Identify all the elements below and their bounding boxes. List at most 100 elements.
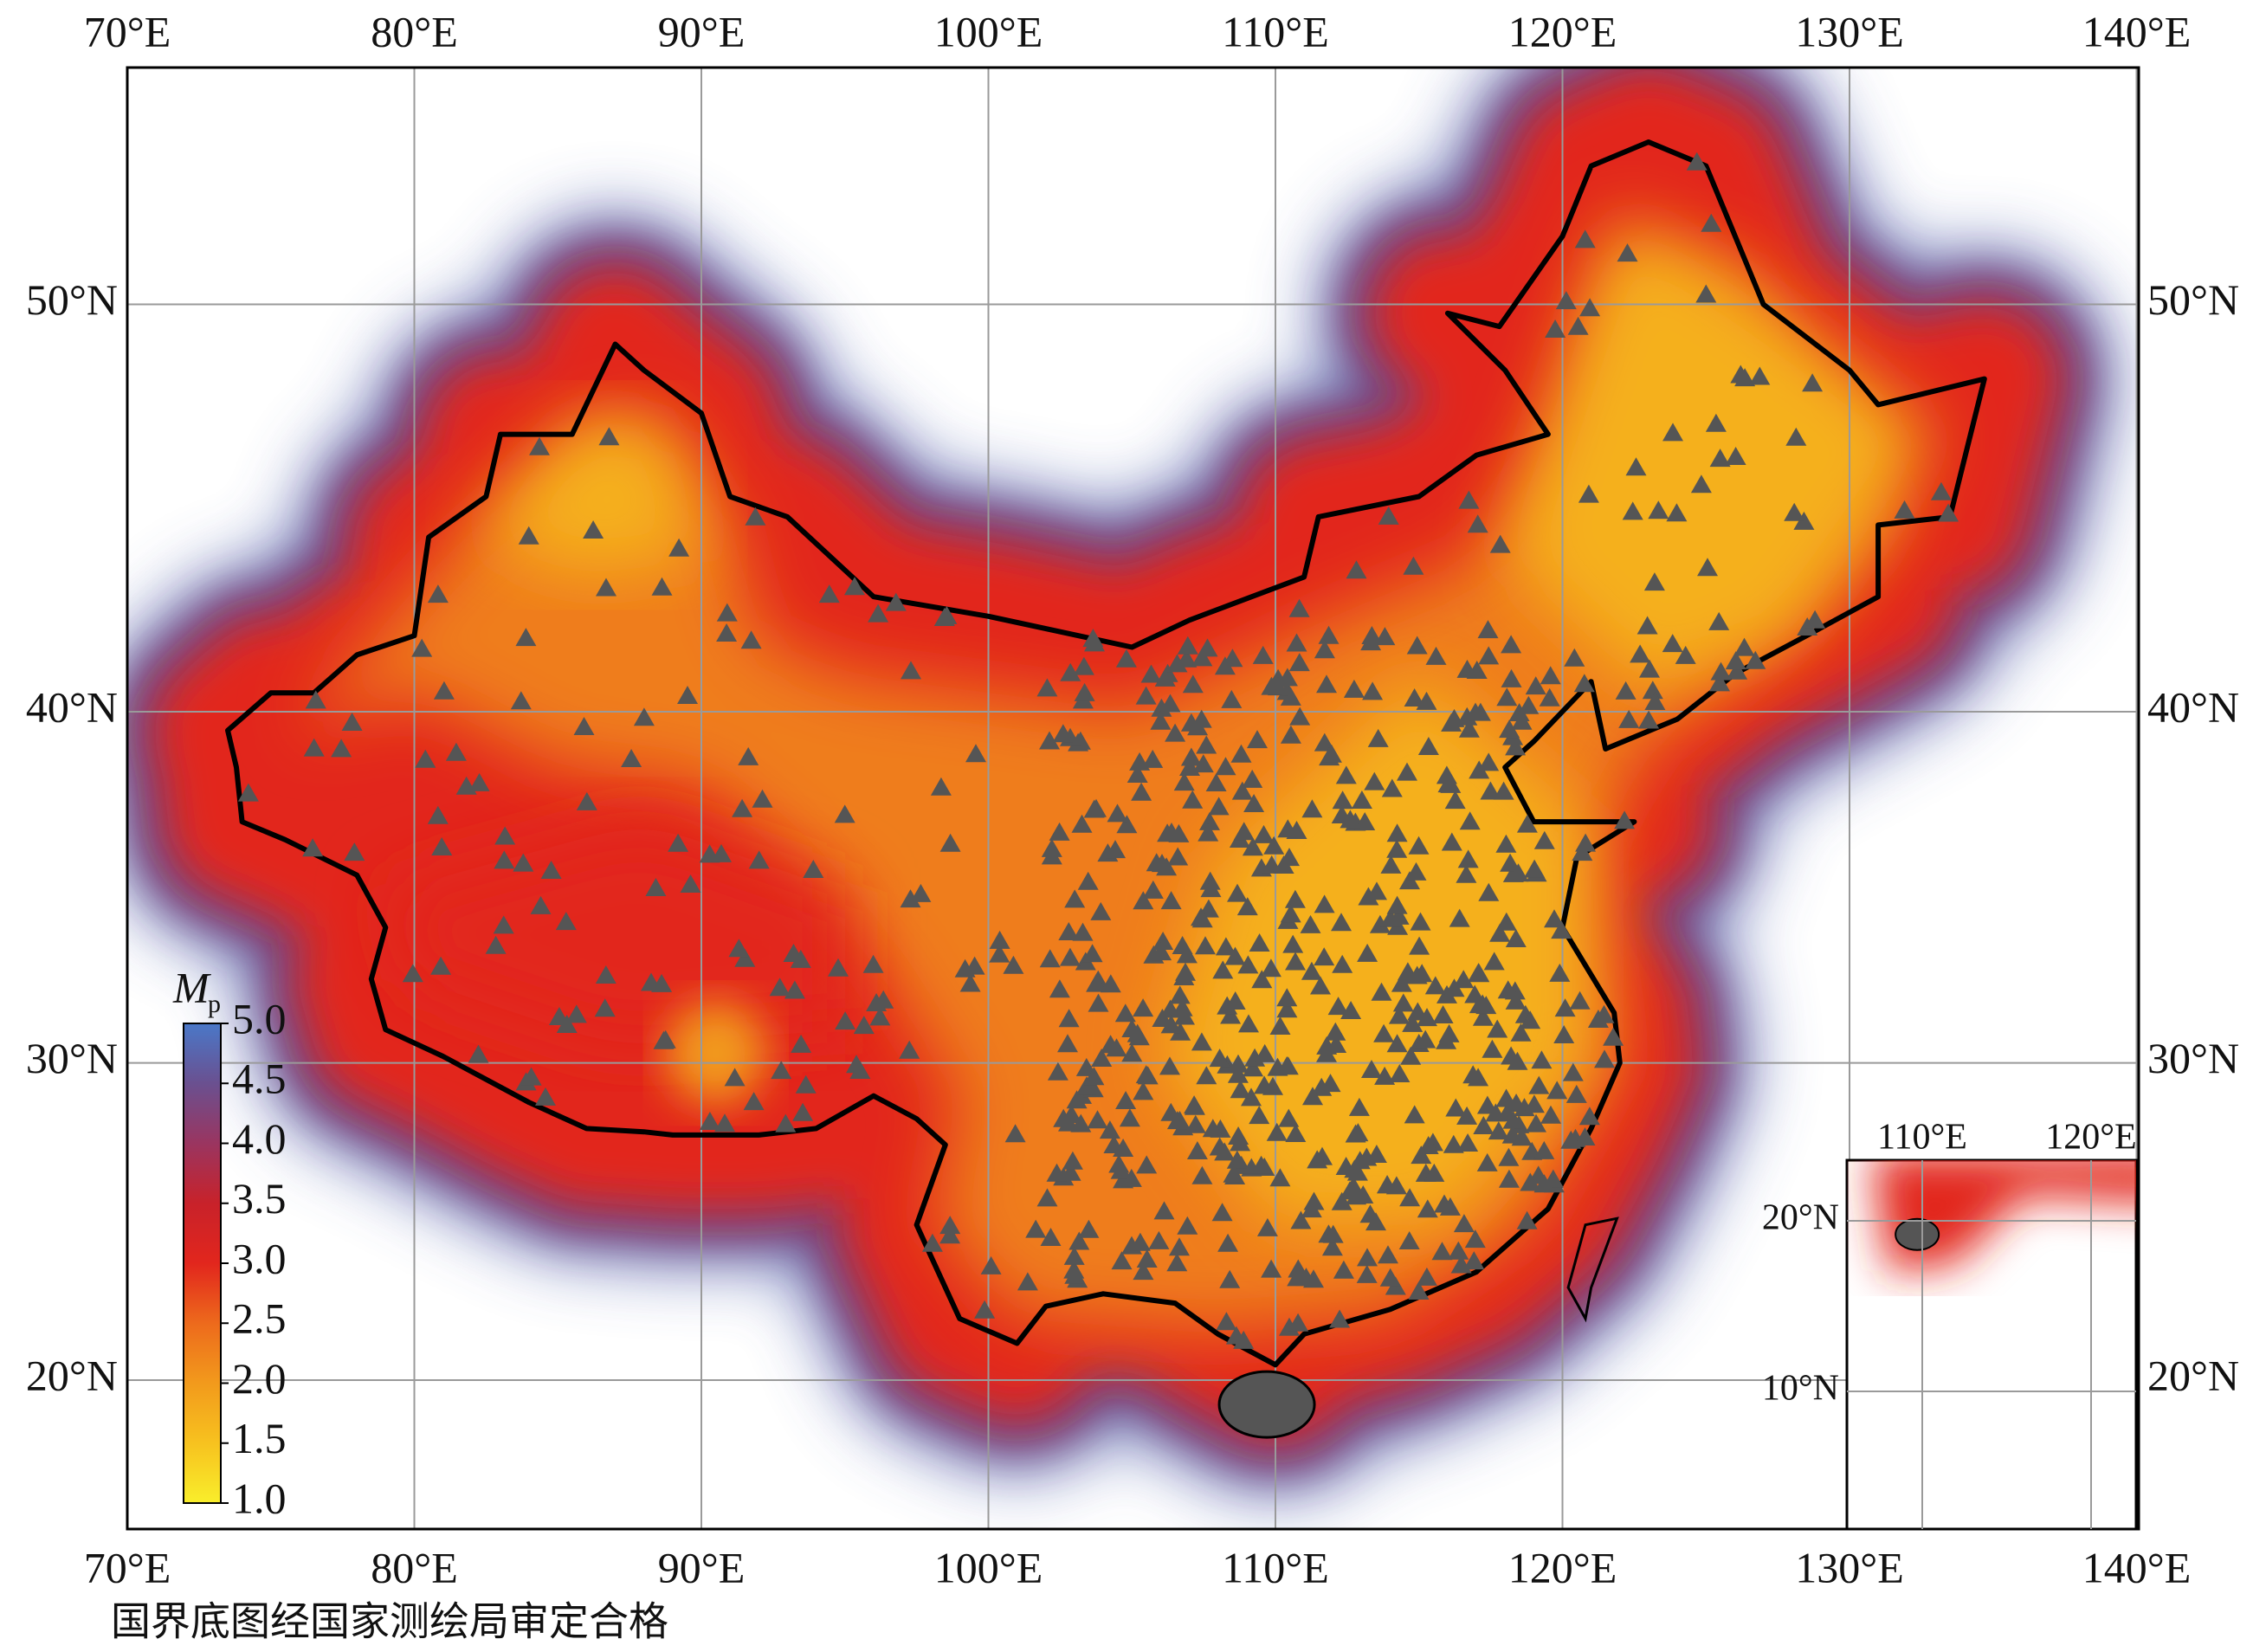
station (1276, 988, 1298, 1007)
station (1310, 976, 1331, 995)
station (1192, 754, 1214, 773)
station (792, 1102, 814, 1121)
station (1666, 503, 1688, 522)
station (1185, 1114, 1206, 1133)
station (1249, 1106, 1270, 1125)
station (1478, 752, 1500, 771)
station (1086, 973, 1107, 992)
station (1340, 1001, 1362, 1019)
station (1214, 656, 1236, 675)
station (1325, 1022, 1346, 1041)
station (1476, 1152, 1498, 1171)
station (1288, 598, 1310, 617)
station (1546, 1081, 1568, 1100)
station (1111, 1251, 1133, 1270)
station (1115, 649, 1137, 668)
station (515, 628, 537, 647)
station (677, 686, 698, 704)
station (1191, 909, 1213, 928)
station (1705, 413, 1727, 432)
station (1078, 1219, 1100, 1238)
station (1500, 853, 1521, 872)
station (1331, 1191, 1352, 1210)
station (1224, 946, 1246, 965)
station (1177, 636, 1198, 655)
station (1458, 490, 1480, 509)
station (828, 958, 849, 977)
station (1120, 1168, 1142, 1187)
station (427, 584, 449, 603)
station (1453, 970, 1475, 989)
station (869, 1007, 891, 1026)
station (1357, 943, 1378, 962)
station (1617, 243, 1638, 262)
station (834, 804, 855, 823)
station (1399, 1188, 1421, 1207)
station (1416, 1267, 1437, 1286)
station (1205, 773, 1227, 791)
station (1276, 999, 1298, 1018)
station (1300, 914, 1321, 933)
station (1894, 500, 1915, 519)
station (1216, 1312, 1237, 1331)
station (1415, 1029, 1436, 1049)
station (1331, 913, 1352, 932)
station (1320, 744, 1342, 763)
lon-label-bottom: 140°E (2082, 1543, 2192, 1591)
station (485, 935, 507, 954)
station (1625, 457, 1647, 476)
station (518, 526, 539, 545)
station (1072, 922, 1094, 941)
inset-hainan (1895, 1217, 1940, 1251)
station (738, 746, 759, 765)
station (1354, 812, 1376, 830)
station (1047, 1062, 1068, 1081)
station (939, 833, 961, 852)
station (1242, 769, 1263, 788)
station (1710, 661, 1732, 681)
heat-red-interior (385, 822, 845, 1047)
station (734, 948, 756, 967)
station (1476, 1095, 1498, 1114)
station (728, 939, 750, 958)
map-frame (126, 66, 2140, 1531)
station (1243, 1058, 1263, 1077)
station (1224, 991, 1246, 1010)
station (415, 749, 436, 768)
station (1166, 654, 1188, 673)
station (1520, 1010, 1541, 1029)
station (411, 638, 433, 657)
inset-content (1847, 1160, 2136, 1529)
station (1408, 1281, 1430, 1300)
station (1417, 1199, 1438, 1218)
station (1142, 880, 1164, 899)
station (1749, 366, 1771, 385)
station (641, 972, 662, 991)
station (1106, 1038, 1127, 1057)
lat-label-right: 40°N (2147, 682, 2239, 731)
station (1133, 891, 1154, 910)
station (1477, 620, 1499, 639)
station (535, 1087, 556, 1106)
station (748, 850, 770, 869)
station (1745, 650, 1766, 669)
station (1060, 662, 1081, 681)
station (1540, 1105, 1561, 1124)
station (433, 681, 455, 700)
station (1441, 832, 1462, 851)
inset-heat (1872, 1160, 2136, 1273)
station (1436, 765, 1457, 784)
station (1284, 889, 1306, 908)
station (775, 1113, 797, 1133)
station (1551, 920, 1572, 939)
station (1088, 993, 1109, 1012)
station (1003, 955, 1024, 974)
station (1049, 822, 1070, 841)
station (1533, 1174, 1555, 1193)
station (1690, 474, 1712, 494)
station (1058, 1009, 1080, 1028)
station (1562, 1062, 1584, 1081)
station (556, 1015, 578, 1033)
station (1083, 1067, 1105, 1086)
